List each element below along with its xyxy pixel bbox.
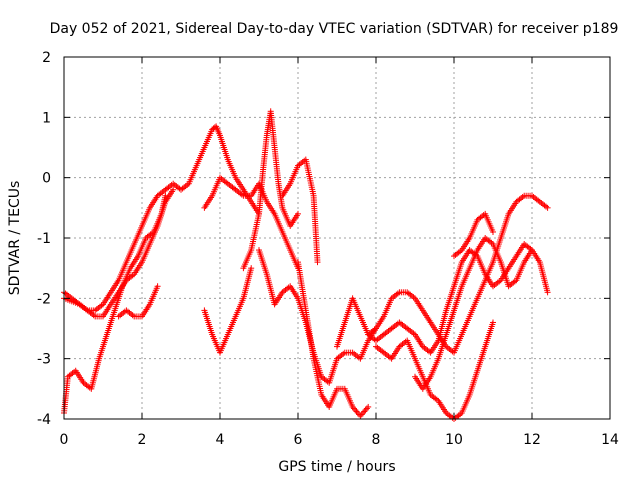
y-tick-label: -1: [37, 231, 51, 247]
data-point: [490, 228, 496, 235]
x-tick-label: 6: [294, 432, 303, 448]
data-point: [154, 283, 161, 290]
y-tick-label: -4: [37, 412, 51, 428]
data-point: [314, 259, 321, 266]
x-tick-label: 0: [60, 432, 69, 448]
x-axis-label: GPS time / hours: [278, 459, 395, 475]
y-tick-label: 0: [42, 171, 51, 187]
y-tick-label: 1: [42, 110, 51, 126]
x-tick-label: 10: [445, 432, 463, 448]
data-point: [162, 192, 169, 199]
data-point: [365, 403, 372, 410]
y-tick-label: 2: [42, 50, 51, 66]
data-point: [248, 265, 255, 272]
y-tick-label: -2: [37, 291, 51, 307]
data-point: [529, 247, 535, 254]
x-tick-label: 2: [138, 432, 147, 448]
data-point: [490, 319, 496, 326]
y-axis-label: SDTVAR / TECUs: [7, 181, 23, 296]
chart-gridlines: [64, 57, 610, 419]
x-tick-label: 8: [372, 432, 381, 448]
x-tick-label: 4: [216, 432, 225, 448]
chart-title: Day 052 of 2021, Sidereal Day-to-day VTE…: [50, 21, 619, 37]
chart-data-points: [61, 108, 551, 422]
x-tick-label: 12: [523, 432, 541, 448]
data-point: [544, 289, 551, 296]
y-tick-label: -3: [37, 352, 51, 368]
data-point: [544, 204, 551, 211]
x-tick-label: 14: [601, 432, 619, 448]
data-point: [170, 186, 177, 193]
data-point: [295, 210, 301, 217]
